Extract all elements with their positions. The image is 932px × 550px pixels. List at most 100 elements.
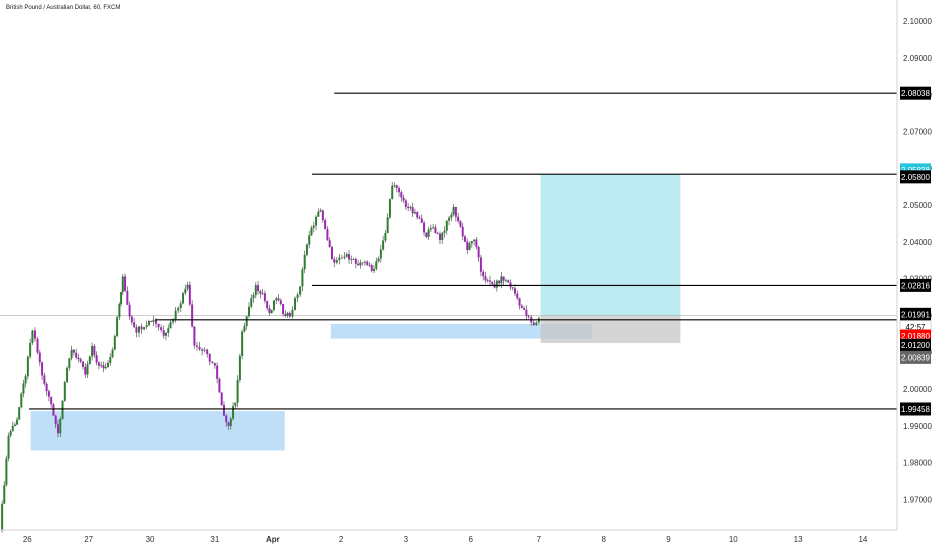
candle-body: [382, 240, 385, 250]
candle-body: [270, 309, 273, 313]
candle-body: [321, 210, 324, 221]
candle-body: [373, 268, 376, 271]
candle-body: [259, 291, 262, 294]
demand-zone-left: [30, 411, 285, 451]
candle-body: [525, 309, 528, 317]
candle-body: [477, 246, 480, 258]
candle-body: [438, 233, 441, 241]
price-label-box: [900, 402, 931, 416]
candle-body: [140, 326, 143, 330]
candle-body: [507, 280, 510, 283]
candle-body: [425, 232, 428, 237]
candle-body: [113, 336, 116, 350]
candle-body: [296, 294, 299, 299]
candle-body: [245, 316, 248, 327]
candle-body: [172, 319, 175, 323]
price-label-box: [900, 338, 931, 352]
candle-body: [50, 396, 53, 405]
candle-body: [213, 363, 216, 366]
y-tick-label: 2.04000: [903, 238, 932, 247]
candle-body: [7, 435, 10, 459]
y-tick-label: 1.99000: [903, 422, 932, 431]
candle-body: [427, 229, 430, 237]
candle-body: [167, 328, 170, 333]
candle-body: [143, 327, 146, 330]
candle-body: [20, 393, 23, 408]
candle-body: [461, 226, 464, 237]
candle-body: [308, 235, 311, 245]
candle-body: [361, 262, 364, 264]
candle-body: [54, 415, 57, 425]
candle-body: [284, 314, 287, 316]
candle-body: [222, 404, 225, 416]
candle-body: [184, 288, 187, 294]
candle-body: [432, 227, 435, 229]
candle-body: [388, 199, 391, 218]
candle-body: [227, 422, 230, 426]
candle-body: [514, 288, 517, 294]
price-label-box: [900, 170, 931, 184]
candle-body: [191, 304, 194, 327]
candle-body: [319, 210, 322, 212]
candle-body: [229, 418, 232, 426]
candle-body: [254, 285, 257, 296]
candle-body: [370, 265, 373, 271]
candle-body: [26, 356, 29, 377]
candle-body: [340, 257, 343, 259]
candle-body: [516, 293, 519, 299]
candle-body: [357, 263, 360, 266]
candle-body: [45, 383, 48, 392]
candle-body: [247, 306, 250, 317]
candle-body: [201, 349, 204, 351]
candle-body: [66, 367, 69, 383]
candle-body: [291, 309, 294, 317]
candle-body: [366, 261, 369, 265]
candle-body: [97, 362, 100, 366]
price-label: 2.01200: [901, 341, 930, 350]
price-label: 2.01880: [901, 332, 930, 341]
candle-body: [211, 361, 214, 364]
candle-body: [404, 200, 407, 207]
x-tick-label: 13: [794, 535, 803, 544]
candle-body: [484, 276, 487, 281]
x-tick-label: 31: [210, 535, 219, 544]
candle-body: [282, 304, 285, 315]
candle-body: [475, 239, 478, 247]
candle-body: [70, 349, 73, 359]
candle-body: [509, 282, 512, 288]
candle-body: [11, 426, 14, 432]
candle-body: [16, 419, 19, 425]
candle-body: [359, 262, 362, 266]
candle-body: [315, 216, 318, 226]
candle-body: [504, 280, 507, 282]
candle-body: [520, 305, 523, 309]
candle-body: [354, 258, 357, 264]
x-tick-label: 9: [666, 535, 671, 544]
candle-body: [252, 295, 255, 299]
y-tick-label: 2.05000: [903, 201, 932, 210]
candle-body: [218, 378, 221, 393]
candle-body: [61, 400, 64, 419]
candle-body: [47, 391, 50, 397]
candle-body: [81, 361, 84, 367]
x-tick-label: Apr: [266, 535, 280, 544]
candle-body: [124, 276, 127, 292]
price-label-box: [900, 86, 931, 100]
candle-body: [328, 240, 331, 248]
candle-body: [488, 280, 491, 282]
candle-body: [9, 431, 12, 436]
candle-body: [52, 404, 55, 416]
candle-body: [77, 357, 80, 360]
candle-body: [93, 345, 96, 355]
candle-body: [443, 230, 446, 233]
price-label: 42:57: [905, 323, 926, 332]
candle-body: [261, 293, 264, 295]
candle-body: [312, 225, 315, 228]
candle-body: [3, 485, 6, 504]
candle-body: [225, 415, 228, 423]
candle-body: [500, 276, 503, 284]
candle-body: [36, 338, 39, 353]
candle-body: [420, 218, 423, 223]
candle-body: [43, 375, 46, 384]
